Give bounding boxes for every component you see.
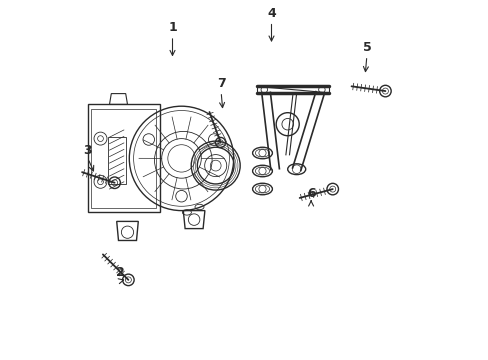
Text: 2: 2: [116, 266, 124, 279]
Text: 4: 4: [266, 7, 275, 20]
Text: 5: 5: [362, 41, 370, 54]
Text: 7: 7: [216, 77, 225, 90]
Text: 1: 1: [168, 21, 177, 34]
Text: 6: 6: [306, 187, 315, 200]
Text: 3: 3: [83, 144, 92, 157]
